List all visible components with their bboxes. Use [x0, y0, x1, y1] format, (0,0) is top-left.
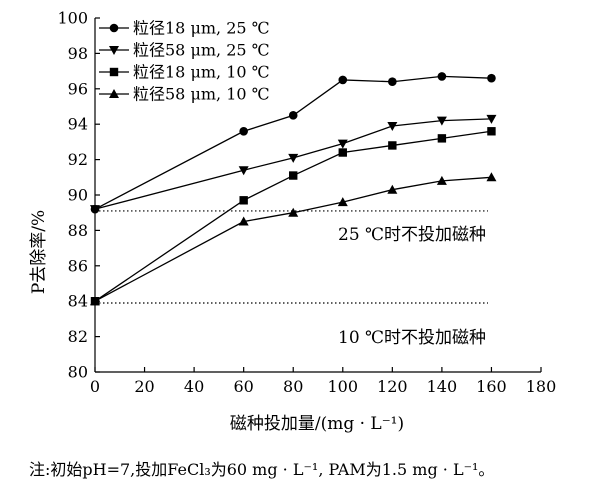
data-point-s3-p2	[288, 207, 299, 217]
footnote: 注:初始pH=7,投加FeCl₃为60 mg · L⁻¹, PAM为1.5 mg…	[29, 460, 494, 479]
data-point-s0-p1	[239, 126, 248, 136]
legend: 粒径18 μm, 25 ℃ 粒径58 μm, 25 ℃ 粒径18 μm, 10 ℃ 粒…	[99, 19, 270, 104]
data-point-s2-p2	[289, 171, 298, 180]
y-tick-label-84: 84	[68, 292, 88, 311]
x-tick-label-20: 20	[134, 377, 154, 396]
data-point-s2-p3	[338, 148, 347, 157]
x-tick-label-140: 140	[427, 377, 458, 396]
data-point-s1-p2	[288, 153, 299, 163]
series-line-1	[94, 118, 492, 210]
data-point-s0-p5	[437, 72, 447, 81]
y-tick-label-94: 94	[68, 115, 88, 134]
data-point-s1-p6	[486, 114, 497, 124]
legend-marker-2	[109, 67, 119, 77]
legend-label-1: 粒径58 μm, 25 ℃	[133, 41, 270, 60]
x-tick-label-60: 60	[233, 377, 253, 396]
legend-marker-3	[109, 89, 119, 98]
x-tick-label-180: 180	[526, 377, 557, 396]
data-point-s2-p1	[239, 196, 248, 205]
legend-marker-1	[109, 46, 119, 55]
x-tick-label-160: 160	[476, 377, 507, 396]
data-point-s1-p3	[337, 139, 348, 149]
data-point-s2-p5	[437, 134, 447, 143]
y-tick-label-88: 88	[68, 221, 88, 240]
data-point-s2-p6	[487, 127, 496, 136]
y-tick-label-90: 90	[68, 186, 88, 205]
y-tick-label-80: 80	[68, 363, 88, 382]
axes	[94, 17, 542, 373]
data-point-s0-p6	[487, 73, 496, 83]
x-tick-label-120: 120	[377, 377, 408, 396]
legend-label-0: 粒径18 μm, 25 ℃	[133, 19, 270, 38]
data-point-s1-p4	[387, 121, 398, 131]
x-tick-label-80: 80	[283, 377, 303, 396]
reference-label-10c: 10 ℃时不投加磁种	[338, 328, 486, 348]
y-tick-label-86: 86	[68, 256, 88, 275]
x-tick-label-100: 100	[328, 377, 359, 396]
x-axis-title: 磁种投加量/(mg · L⁻¹)	[230, 414, 404, 434]
series-markers	[90, 72, 497, 306]
data-point-s3-p5	[436, 175, 447, 185]
data-point-s3-p6	[486, 172, 497, 182]
legend-label-2: 粒径18 μm, 10 ℃	[133, 63, 270, 82]
y-axis-title: P去除率/%	[29, 210, 49, 294]
y-tick-label-96: 96	[68, 79, 88, 98]
series-lines	[94, 75, 492, 302]
legend-marker-0	[109, 23, 119, 33]
y-tick-label-92: 92	[68, 150, 88, 169]
x-tick-label-0: 0	[90, 377, 100, 396]
legend-label-3: 粒径58 μm, 10 ℃	[133, 85, 270, 104]
data-point-s3-p3	[337, 197, 348, 207]
data-point-s3-p4	[387, 184, 398, 194]
data-point-s1-p1	[238, 166, 249, 176]
data-point-s0-p2	[288, 111, 298, 120]
tick-labels: 80 82 84 86 88 90 92 94 96 98 100 0 20 40 60 80 100 120 14…	[57, 9, 556, 397]
y-tick-label-98: 98	[68, 44, 88, 63]
data-point-s3-p1	[238, 216, 249, 226]
y-tick-label-100: 100	[57, 9, 88, 28]
y-tick-label-82: 82	[68, 327, 88, 346]
reference-label-25c: 25 ℃时不投加磁种	[338, 225, 486, 245]
data-point-s1-p5	[436, 116, 447, 126]
data-point-s2-p4	[388, 141, 397, 150]
data-point-s0-p4	[388, 77, 397, 87]
x-tick-label-40: 40	[184, 377, 204, 396]
data-point-s0-p3	[338, 75, 348, 85]
